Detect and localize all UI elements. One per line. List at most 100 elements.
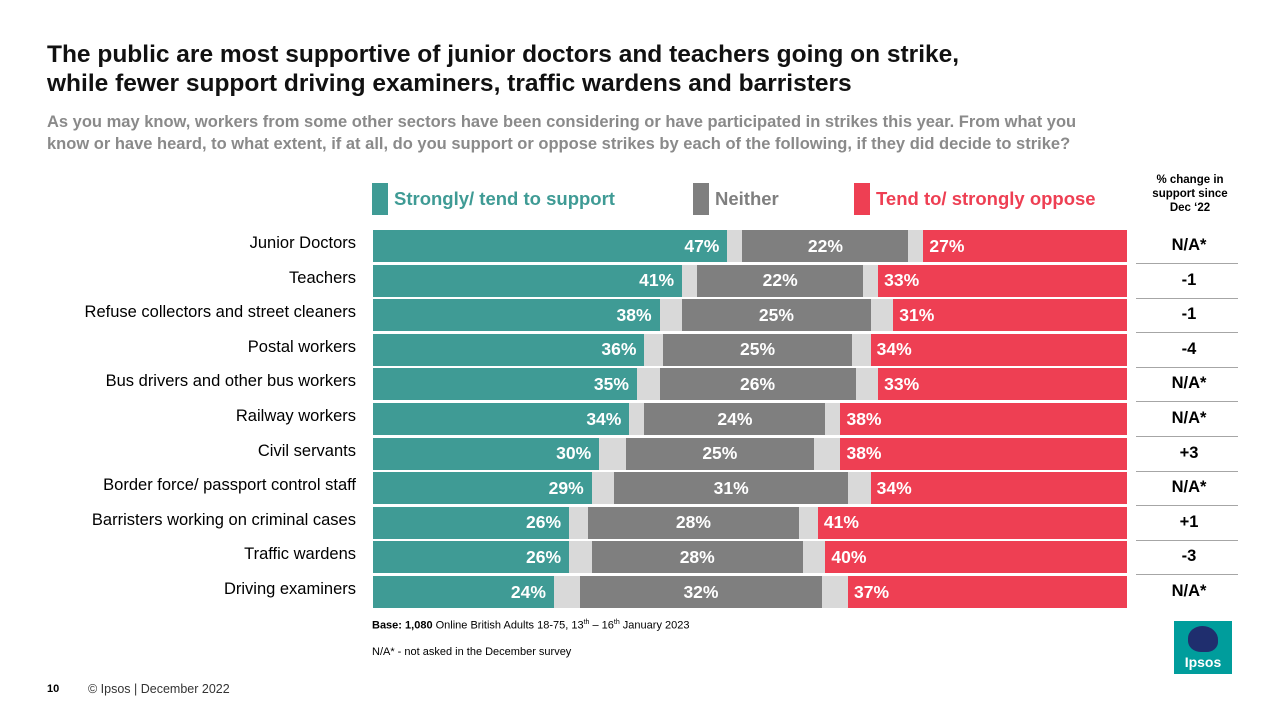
- change-row-divider: [1136, 574, 1238, 576]
- bar-support: 30%: [373, 437, 600, 470]
- bar-support-label: 26%: [526, 512, 562, 533]
- base-sup-1: th: [583, 619, 590, 626]
- bar-support-label: 24%: [510, 581, 546, 602]
- bar-neither: 25%: [625, 437, 815, 470]
- question-text: As you may know, workers from some other…: [47, 111, 1247, 155]
- bar-neither: 22%: [742, 230, 909, 262]
- bar-oppose: 38%: [840, 403, 1127, 435]
- bar-gap: [802, 541, 826, 574]
- legend-oppose: Tend to/ strongly oppose: [854, 183, 1096, 215]
- bar-oppose-label: 38%: [846, 408, 882, 429]
- bar-support: 34%: [373, 403, 630, 435]
- change-row-divider: [1136, 401, 1238, 403]
- bar-neither: 25%: [663, 333, 852, 366]
- bar-support: 38%: [373, 299, 660, 332]
- bar-support-label: 35%: [593, 373, 629, 394]
- bar-oppose: 40%: [825, 541, 1127, 574]
- bar-support-label: 30%: [556, 443, 592, 464]
- bar-oppose-label: 37%: [854, 581, 890, 602]
- change-header-line-2: support since: [1152, 188, 1228, 200]
- category-label: Teachers: [289, 268, 356, 287]
- bar-neither: 28%: [591, 541, 803, 574]
- base-text-b: – 16: [589, 619, 614, 632]
- bar-oppose-label: 27%: [929, 235, 965, 256]
- bar-gap: [848, 472, 871, 505]
- category-label: Junior Doctors: [249, 234, 356, 252]
- bar-neither-label: 31%: [713, 477, 749, 498]
- bar-support: 35%: [373, 368, 637, 401]
- change-value: -4: [1181, 339, 1197, 358]
- bar-oppose: 27%: [923, 230, 1127, 262]
- category-label: Border force/ passport control staff: [103, 476, 356, 495]
- change-row-divider: [1136, 470, 1238, 472]
- bar-gap: [553, 576, 581, 608]
- bar-neither: 26%: [659, 368, 856, 401]
- change-column-header: % change in support since Dec ‘22: [1140, 173, 1240, 215]
- category-label: Traffic wardens: [244, 545, 356, 564]
- category-label: Barristers working on criminal cases: [91, 510, 356, 529]
- bar-support-label: 36%: [601, 339, 637, 360]
- category-label: Driving examiners: [223, 580, 356, 598]
- bar-gap: [855, 368, 879, 401]
- bar-gap: [569, 541, 592, 574]
- bar-gap: [569, 506, 588, 539]
- bar-oppose-label: 40%: [831, 546, 867, 567]
- question-line-1: As you may know, workers from some other…: [47, 113, 1077, 131]
- bar-support-label: 26%: [526, 546, 562, 567]
- bar-support: 26%: [373, 506, 570, 539]
- page-number: 10: [47, 683, 60, 695]
- bar-neither-label: 28%: [675, 512, 711, 533]
- category-label: Refuse collectors and street cleaners: [84, 303, 356, 322]
- change-row-divider: [1136, 332, 1238, 334]
- legend-support-label: Strongly/ tend to support: [394, 188, 615, 209]
- legend-support: Strongly/ tend to support: [372, 183, 615, 215]
- category-label: Civil servants: [257, 441, 356, 460]
- bar-gap: [821, 576, 848, 608]
- bar-neither-label: 25%: [740, 339, 776, 360]
- bar-gap: [636, 368, 660, 401]
- bar-oppose: 34%: [870, 472, 1127, 505]
- change-value: N/A*: [1171, 478, 1207, 497]
- bar-oppose-label: 31%: [899, 304, 935, 325]
- base-sup-2: th: [613, 619, 620, 626]
- change-value: N/A*: [1171, 374, 1207, 393]
- bar-gap: [870, 299, 894, 332]
- bar-oppose: 31%: [893, 299, 1127, 332]
- bar-neither: 25%: [682, 299, 871, 332]
- bar-gap: [629, 403, 645, 435]
- legend-oppose-label: Tend to/ strongly oppose: [876, 188, 1096, 209]
- bar-neither-label: 26%: [740, 373, 776, 394]
- bar-oppose-label: 33%: [884, 270, 920, 291]
- bar-oppose-label: 34%: [876, 477, 912, 498]
- legend-neither-swatch: [693, 183, 709, 215]
- base-text-a: Online British Adults 18-75, 13: [432, 619, 584, 632]
- bar-oppose: 34%: [870, 333, 1127, 366]
- bar-neither: 31%: [614, 472, 848, 505]
- bar-gap: [644, 333, 664, 366]
- bar-oppose: 33%: [878, 264, 1127, 297]
- bar-support-label: 29%: [548, 477, 584, 498]
- change-value: -1: [1181, 270, 1197, 289]
- bar-oppose-label: 33%: [884, 373, 920, 394]
- bar-support: 41%: [373, 264, 683, 297]
- change-row-divider: [1136, 366, 1238, 368]
- bar-neither: 22%: [697, 264, 864, 297]
- base-text-c: January 2023: [619, 619, 690, 632]
- bar-neither-label: 32%: [683, 581, 719, 602]
- category-label: Railway workers: [235, 407, 356, 425]
- bar-gap: [863, 264, 879, 297]
- chart-title: The public are most supportive of junior…: [47, 40, 1197, 98]
- bar-oppose: 38%: [840, 437, 1127, 470]
- change-header-line-3: Dec ‘22: [1169, 202, 1211, 214]
- change-value: N/A*: [1171, 236, 1207, 254]
- title-line-1: The public are most supportive of junior…: [47, 41, 960, 68]
- bar-gap: [799, 506, 818, 539]
- logo-text: Ipsos: [1184, 654, 1222, 670]
- bar-oppose: 41%: [817, 506, 1127, 539]
- category-label: Bus drivers and other bus workers: [105, 372, 356, 391]
- change-row-divider: [1136, 505, 1238, 507]
- bar-gap: [814, 437, 841, 470]
- bar-oppose-label: 38%: [846, 443, 882, 464]
- change-value: -1: [1181, 305, 1197, 324]
- bar-support: 29%: [373, 472, 592, 505]
